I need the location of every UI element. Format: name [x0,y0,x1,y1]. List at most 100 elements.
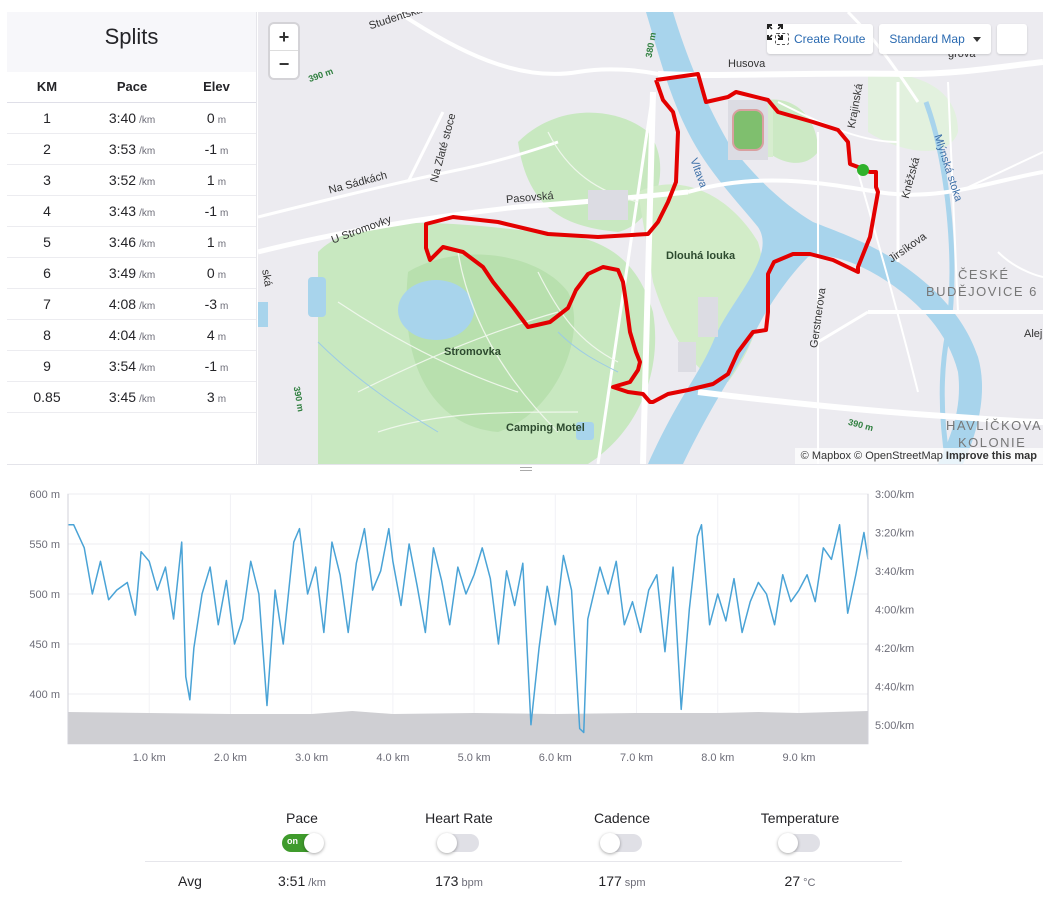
x-tick-label: 4.0 km [376,752,409,764]
split-pace-value: 3:45 [108,388,137,405]
split-pace: 4:08/km [87,288,177,320]
split-pace-unit: /km [139,114,156,126]
zoom-in-button[interactable]: + [270,24,298,51]
stat-avg-unit: /km [308,877,326,889]
header-elev: Elev [177,72,256,103]
split-row: 1 3:40/km 0 m [7,102,256,134]
split-pace: 3:46/km [87,226,177,258]
stat-avg-value: 27 [784,873,801,889]
y-right-tick-label: 3:40/km [875,566,914,578]
start-marker[interactable] [857,164,869,176]
label-kolonie: KOLONIE [958,435,1027,450]
split-elev: -3 m [177,288,256,320]
splits-panel: Splits KM Pace Elev 1 3:40/km 0 m 2 3:53/km -1… [7,12,257,464]
splits-header-row: KM Pace Elev [7,72,256,103]
stat-heart-rate: Heart Rate [389,810,529,853]
zoom-out-button[interactable]: − [278,54,290,74]
attribution-mapbox[interactable]: © Mapbox [800,450,851,462]
avg-label: Avg [178,873,202,889]
pace-elevation-chart[interactable]: 600 m 550 m 500 m 450 m 400 m 3:00/km 3:20/km 3… [7,478,1043,768]
chart-svg[interactable]: 600 m 550 m 500 m 450 m 400 m 3:00/km 3:20/km 3… [7,478,1043,768]
split-pace-value: 3:49 [108,264,137,281]
splits-title: Splits [7,12,256,72]
label-stromovka: Stromovka [444,346,501,358]
stat-toggle[interactable] [600,833,642,853]
elevation-area [68,711,868,744]
label-havlickova: HAVLÍČKOVA [946,418,1043,433]
split-km: 4 [7,195,87,227]
fullscreen-icon [767,24,783,40]
label-alej: Alej [1024,328,1043,340]
toggle-knob[interactable] [778,833,798,853]
split-elev-unit: m [217,238,227,250]
stat-pace: Pace on [232,810,372,853]
create-route-label: Create Route [794,32,866,46]
split-pace-unit: /km [139,176,156,188]
y-right-tick-label: 3:00/km [875,489,914,501]
split-row: 6 3:49/km 0 m [7,257,256,289]
toggle-knob[interactable] [304,833,324,853]
stat-toggle[interactable] [778,833,820,853]
toggle-on-text: on [287,836,298,846]
split-km: 8 [7,319,87,351]
stat-avg-unit: bpm [461,877,483,889]
y-right-tick-label: 3:20/km [875,527,914,539]
split-pace-unit: /km [139,362,156,374]
toggle-knob[interactable] [437,833,457,853]
panel-resize-handle[interactable] [7,464,1043,472]
x-tick-label: 9.0 km [782,752,815,764]
improve-map-link[interactable]: Improve this map [945,450,1037,462]
split-row: 3 3:52/km 1 m [7,164,256,196]
split-pace-unit: /km [139,238,156,250]
split-pace: 3:40/km [87,102,177,134]
route-map[interactable]: Studentská Husova Krajinská Mlýnská stok… [258,12,1043,464]
split-row: 9 3:54/km -1 m [7,350,256,382]
split-elev-unit: m [217,331,227,343]
toggle-knob[interactable] [600,833,620,853]
split-pace-value: 3:46 [108,233,137,250]
split-pace: 3:43/km [87,195,177,227]
create-route-button[interactable]: Create Route [767,24,874,54]
split-elev: -1 m [177,195,256,227]
split-pace-value: 3:52 [108,171,137,188]
split-elev-unit: m [217,114,227,126]
map-style-dropdown[interactable]: Standard Map [879,24,991,54]
split-row: 0.85 3:45/km 3 m [7,381,256,413]
stat-avg: 27 °C [770,873,830,889]
plot-area [67,493,869,745]
split-pace: 3:45/km [87,381,177,413]
split-pace-unit: /km [139,331,156,343]
split-km: 9 [7,350,87,382]
split-row: 7 4:08/km -3 m [7,288,256,320]
split-elev: -1 m [177,133,256,165]
split-km: 7 [7,288,87,320]
split-km: 5 [7,226,87,258]
stream-stats: Pace on Heart Rate Cadence Temperature Avg 3… [145,800,902,910]
y-right-tick-label: 4:00/km [875,604,914,616]
split-km: 2 [7,133,87,165]
split-row: 5 3:46/km 1 m [7,226,256,258]
split-elev-unit: m [220,362,229,374]
split-elev-unit: m [220,145,229,157]
stat-toggle[interactable]: on [282,833,324,853]
fullscreen-button[interactable] [767,24,1027,54]
map-canvas[interactable] [258,12,1043,464]
zoom-control: + − [270,24,298,78]
label-budejovice: BUDĚJOVICE 6 [926,284,1038,299]
split-elev-unit: m [220,300,229,312]
x-tick-label: 7.0 km [620,752,653,764]
y-left-tick-label: 550 m [29,539,60,551]
split-pace-value: 3:53 [108,140,137,157]
split-pace-value: 3:54 [108,357,137,374]
y-left-tick-label: 600 m [29,489,60,501]
map-style-label: Standard Map [889,32,965,46]
attribution-osm[interactable]: © OpenStreetMap [854,450,943,462]
split-pace-value: 4:04 [108,326,137,343]
split-pace-value: 3:40 [108,109,137,126]
stat-toggle[interactable] [437,833,479,853]
header-pace: Pace [87,72,177,103]
